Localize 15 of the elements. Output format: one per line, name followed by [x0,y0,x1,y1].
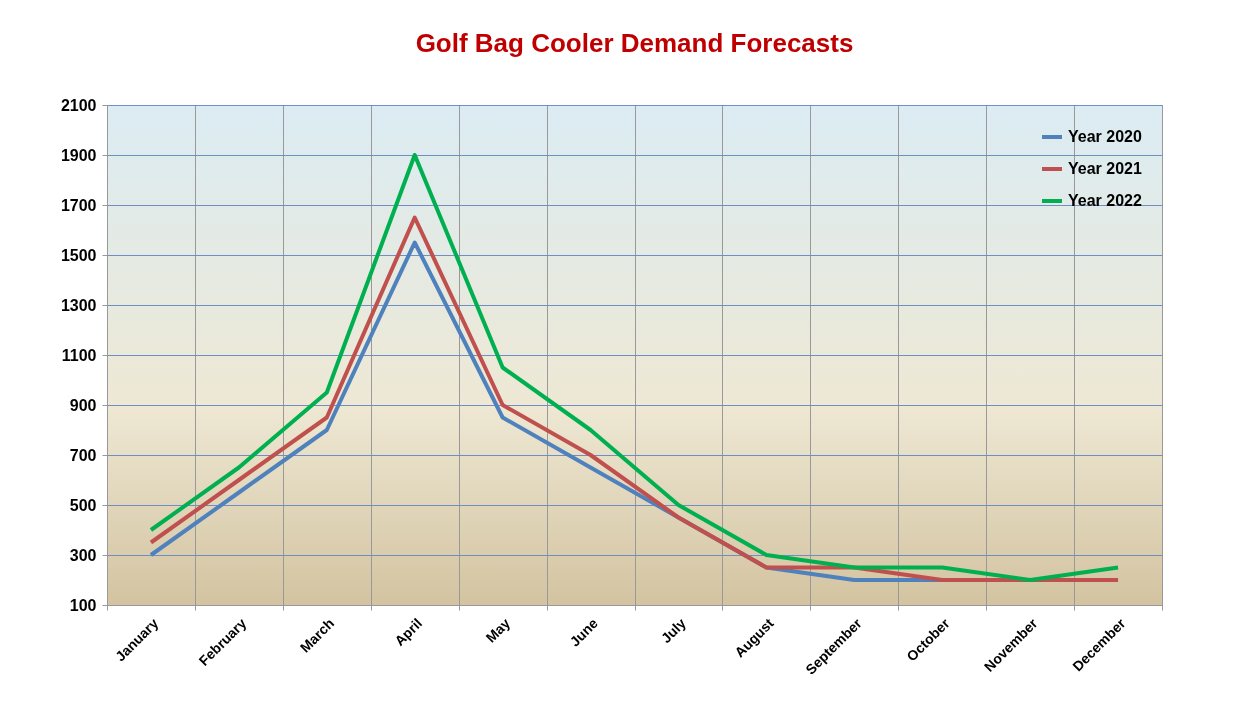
chart-title: Golf Bag Cooler Demand Forecasts [415,28,854,58]
legend-label: Year 2021 [1068,160,1142,177]
legend-label: Year 2020 [1068,128,1142,145]
y-tick-label: 700 [69,446,97,464]
y-tick-label: 100 [69,596,97,614]
y-tick-label: 1300 [60,296,97,314]
y-tick-label: 300 [69,546,97,564]
y-tick-label: 900 [69,396,97,414]
y-tick-label: 2100 [60,96,97,114]
y-tick-label: 1700 [60,196,97,214]
legend-label: Year 2022 [1068,192,1142,209]
y-tick-label: 1900 [60,146,97,164]
y-tick-label: 1500 [60,246,97,264]
y-tick-label: 500 [69,496,97,514]
y-tick-label: 1100 [61,346,97,364]
